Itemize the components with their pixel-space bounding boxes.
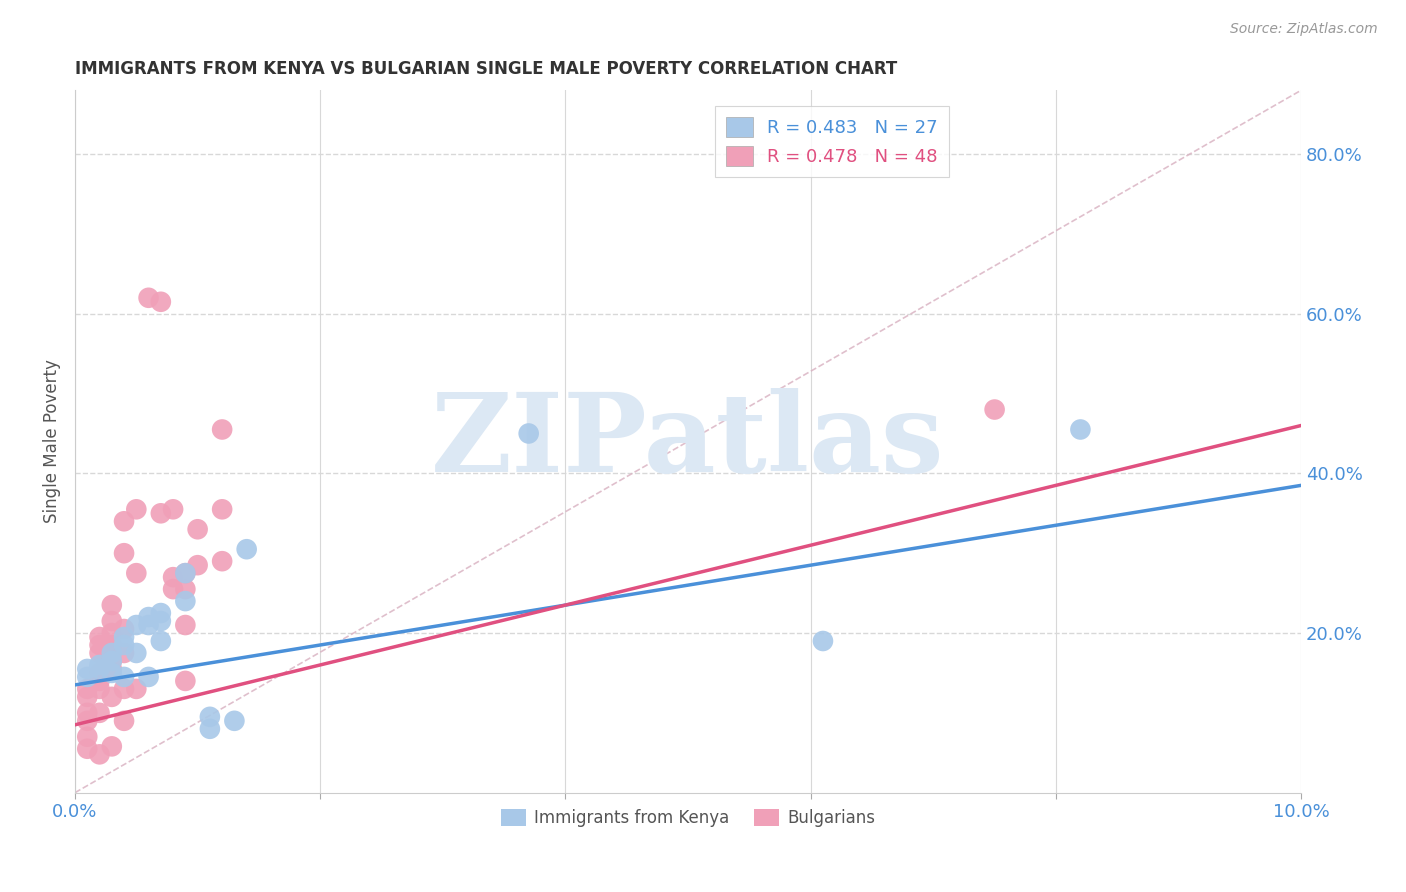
Point: [149, 614, 172, 628]
Point: [101, 614, 124, 628]
Point: [174, 566, 197, 581]
Point: [89, 665, 111, 680]
Point: [162, 582, 184, 596]
Point: [138, 618, 160, 632]
Point: [76, 741, 98, 756]
Point: [149, 506, 172, 520]
Point: [89, 630, 111, 644]
Y-axis label: Single Male Poverty: Single Male Poverty: [44, 359, 60, 524]
Point: [149, 634, 172, 648]
Point: [76, 690, 98, 704]
Point: [138, 670, 160, 684]
Point: [112, 622, 135, 636]
Point: [101, 642, 124, 657]
Point: [125, 502, 148, 516]
Point: [89, 673, 111, 688]
Point: [101, 654, 124, 668]
Point: [112, 638, 135, 652]
Point: [112, 714, 135, 728]
Point: [76, 662, 98, 676]
Point: [1069, 422, 1091, 436]
Point: [101, 739, 124, 754]
Point: [112, 514, 135, 528]
Point: [101, 654, 124, 668]
Point: [187, 558, 209, 573]
Point: [235, 542, 257, 557]
Point: [983, 402, 1005, 417]
Point: [138, 610, 160, 624]
Legend: Immigrants from Kenya, Bulgarians: Immigrants from Kenya, Bulgarians: [494, 802, 882, 833]
Point: [211, 554, 233, 568]
Point: [76, 714, 98, 728]
Point: [112, 630, 135, 644]
Point: [101, 598, 124, 612]
Point: [162, 502, 184, 516]
Point: [101, 662, 124, 676]
Point: [89, 646, 111, 660]
Point: [101, 638, 124, 652]
Point: [125, 618, 148, 632]
Point: [125, 646, 148, 660]
Text: ZIPatlas: ZIPatlas: [432, 388, 945, 495]
Point: [198, 710, 221, 724]
Point: [211, 502, 233, 516]
Point: [125, 566, 148, 581]
Point: [101, 690, 124, 704]
Point: [211, 422, 233, 436]
Point: [89, 681, 111, 696]
Point: [174, 594, 197, 608]
Point: [125, 681, 148, 696]
Point: [89, 638, 111, 652]
Text: Source: ZipAtlas.com: Source: ZipAtlas.com: [1230, 22, 1378, 37]
Point: [89, 657, 111, 672]
Point: [112, 670, 135, 684]
Point: [76, 681, 98, 696]
Point: [112, 646, 135, 660]
Point: [174, 618, 197, 632]
Point: [162, 570, 184, 584]
Point: [149, 606, 172, 620]
Point: [224, 714, 246, 728]
Point: [112, 546, 135, 560]
Point: [76, 670, 98, 684]
Point: [89, 747, 111, 762]
Point: [76, 706, 98, 720]
Point: [101, 665, 124, 680]
Point: [198, 722, 221, 736]
Point: [811, 634, 834, 648]
Text: IMMIGRANTS FROM KENYA VS BULGARIAN SINGLE MALE POVERTY CORRELATION CHART: IMMIGRANTS FROM KENYA VS BULGARIAN SINGL…: [75, 60, 897, 78]
Point: [112, 681, 135, 696]
Point: [187, 522, 209, 536]
Point: [89, 662, 111, 676]
Point: [174, 582, 197, 596]
Point: [174, 566, 197, 581]
Point: [101, 646, 124, 660]
Point: [174, 673, 197, 688]
Point: [101, 626, 124, 640]
Point: [138, 291, 160, 305]
Point: [89, 706, 111, 720]
Point: [76, 730, 98, 744]
Point: [517, 426, 540, 441]
Point: [149, 294, 172, 309]
